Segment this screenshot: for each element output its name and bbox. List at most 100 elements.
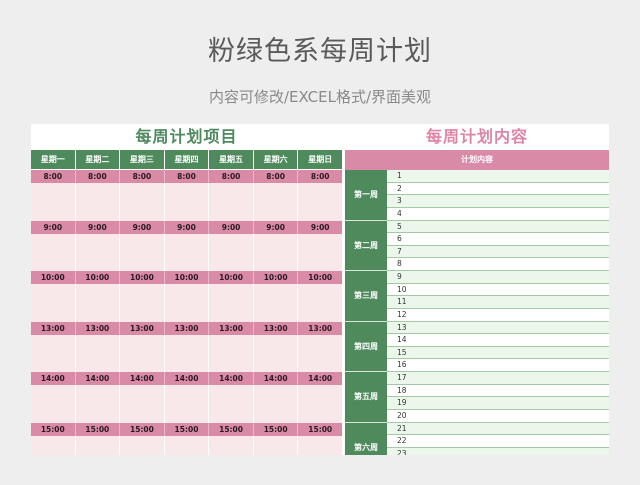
page-title: 粉绿色系每周计划 [208, 36, 432, 67]
plan-item-row[interactable]: 17 [387, 372, 609, 385]
week-block: 第四周 13 14 15 16 [345, 321, 609, 372]
week-label: 第二周 [345, 220, 387, 271]
plan-cell[interactable] [31, 435, 75, 455]
plan-cell[interactable] [253, 385, 298, 423]
plan-cell[interactable] [75, 334, 120, 372]
time-slot-block: 9:00 9:00 9:00 9:00 9:00 9:00 9:00 [31, 220, 342, 271]
plan-cell[interactable] [298, 183, 342, 221]
plan-cell[interactable] [164, 435, 209, 455]
section-title-content: 每周计划内容 [425, 127, 528, 146]
plan-cell[interactable] [209, 233, 253, 271]
plan-item-row[interactable]: 16 [387, 359, 609, 372]
plan-cell[interactable] [253, 233, 298, 271]
weekday-header: 星期四 [164, 150, 209, 169]
plan-cell[interactable] [120, 435, 164, 455]
plan-cell[interactable] [164, 385, 209, 423]
plan-cell[interactable] [120, 233, 164, 271]
week-items: 13 14 15 16 [387, 321, 609, 372]
week-label: 第三周 [345, 271, 387, 322]
plan-item-row[interactable]: 20 [387, 409, 609, 423]
plan-item-row[interactable]: 19 [387, 397, 609, 410]
time-cell: 13:00 [164, 321, 209, 335]
plan-cell[interactable] [209, 385, 253, 423]
plan-item-row[interactable]: 8 [387, 258, 609, 271]
plan-item-row[interactable]: 22 [387, 435, 609, 448]
plan-cell[interactable] [75, 284, 120, 322]
plan-cell[interactable] [31, 334, 75, 372]
plan-cell[interactable] [298, 233, 342, 271]
plan-cell-row [31, 334, 342, 372]
plan-cell[interactable] [120, 284, 164, 322]
plan-cell[interactable] [253, 284, 298, 322]
plan-cell[interactable] [253, 183, 298, 221]
plan-cell[interactable] [253, 435, 298, 455]
plan-cell[interactable] [164, 334, 209, 372]
plan-item-row[interactable]: 4 [387, 207, 609, 221]
page-subtitle: 内容可修改/EXCEL格式/界面美观 [208, 88, 432, 106]
time-cell: 13:00 [253, 321, 298, 335]
plan-cell[interactable] [253, 334, 298, 372]
content-header: 计划内容 [345, 150, 609, 170]
plan-cell[interactable] [164, 183, 209, 221]
time-row: 15:00 15:00 15:00 15:00 15:00 15:00 15:00 [31, 422, 342, 436]
plan-item-row[interactable]: 18 [387, 384, 609, 398]
plan-item-row[interactable]: 7 [387, 245, 609, 259]
plan-item-row[interactable]: 21 [387, 422, 609, 436]
plan-cell[interactable] [75, 435, 120, 455]
week-label: 第六周 [345, 422, 387, 455]
plan-item-row[interactable]: 3 [387, 195, 609, 208]
plan-item-row[interactable]: 6 [387, 233, 609, 246]
plan-cell[interactable] [164, 233, 209, 271]
time-cell: 8:00 [253, 170, 298, 183]
time-cell: 9:00 [253, 220, 298, 234]
time-cell: 15:00 [209, 422, 253, 436]
plan-item-row[interactable]: 2 [387, 182, 609, 196]
plan-cell[interactable] [209, 334, 253, 372]
plan-item-row[interactable]: 13 [387, 321, 609, 335]
time-cell: 10:00 [209, 271, 253, 284]
time-row: 14:00 14:00 14:00 14:00 14:00 14:00 14:00 [31, 372, 342, 385]
plan-cell[interactable] [31, 284, 75, 322]
plan-cell[interactable] [120, 385, 164, 423]
time-cell: 8:00 [164, 170, 209, 183]
plan-cell[interactable] [298, 284, 342, 322]
plan-cell[interactable] [209, 183, 253, 221]
plan-item-row[interactable]: 11 [387, 296, 609, 309]
plan-cell[interactable] [209, 284, 253, 322]
plan-cell[interactable] [120, 183, 164, 221]
plan-cell[interactable] [164, 284, 209, 322]
plan-item-row[interactable]: 9 [387, 271, 609, 284]
plan-cell[interactable] [31, 385, 75, 423]
planner-sheet: 每周计划项目 星期一 星期二 星期三 星期四 星期五 星期六 星期日 8:00 8:00 8:0… [31, 124, 609, 455]
plan-cell[interactable] [75, 183, 120, 221]
time-cell: 14:00 [31, 372, 75, 385]
time-cell: 9:00 [120, 220, 164, 234]
time-cell: 14:00 [298, 372, 342, 385]
time-cell: 13:00 [31, 321, 75, 335]
plan-cell[interactable] [298, 334, 342, 372]
plan-cell[interactable] [31, 233, 75, 271]
plan-item-row[interactable]: 10 [387, 283, 609, 297]
time-slot-block: 8:00 8:00 8:00 8:00 8:00 8:00 8:00 [31, 170, 342, 221]
plan-cell[interactable] [75, 385, 120, 423]
time-cell: 13:00 [209, 321, 253, 335]
plan-item-row[interactable]: 5 [387, 220, 609, 234]
week-block: 第六周21222324 [345, 422, 609, 455]
time-cell: 9:00 [75, 220, 120, 234]
plan-item-row[interactable]: 1 [387, 170, 609, 183]
plan-item-row[interactable]: 23 [387, 447, 609, 455]
plan-cell[interactable] [298, 435, 342, 455]
plan-cell[interactable] [209, 435, 253, 455]
time-slot-block: 13:00 13:00 13:00 13:00 13:00 13:00 13:00 [31, 321, 342, 372]
plan-item-row[interactable]: 12 [387, 308, 609, 322]
plan-item-row[interactable]: 14 [387, 334, 609, 347]
plan-cell[interactable] [298, 385, 342, 423]
plan-cell[interactable] [31, 183, 75, 221]
weekday-header: 星期一 [31, 150, 75, 169]
weekly-plan-content-section: 每周计划内容 计划内容 第一周 1 2 3 4 第二周 5 6 7 8 第三周 9 10 11 12 第四周 1… [345, 124, 609, 455]
plan-item-row[interactable]: 15 [387, 346, 609, 360]
plan-cell[interactable] [120, 334, 164, 372]
plan-cell[interactable] [75, 233, 120, 271]
